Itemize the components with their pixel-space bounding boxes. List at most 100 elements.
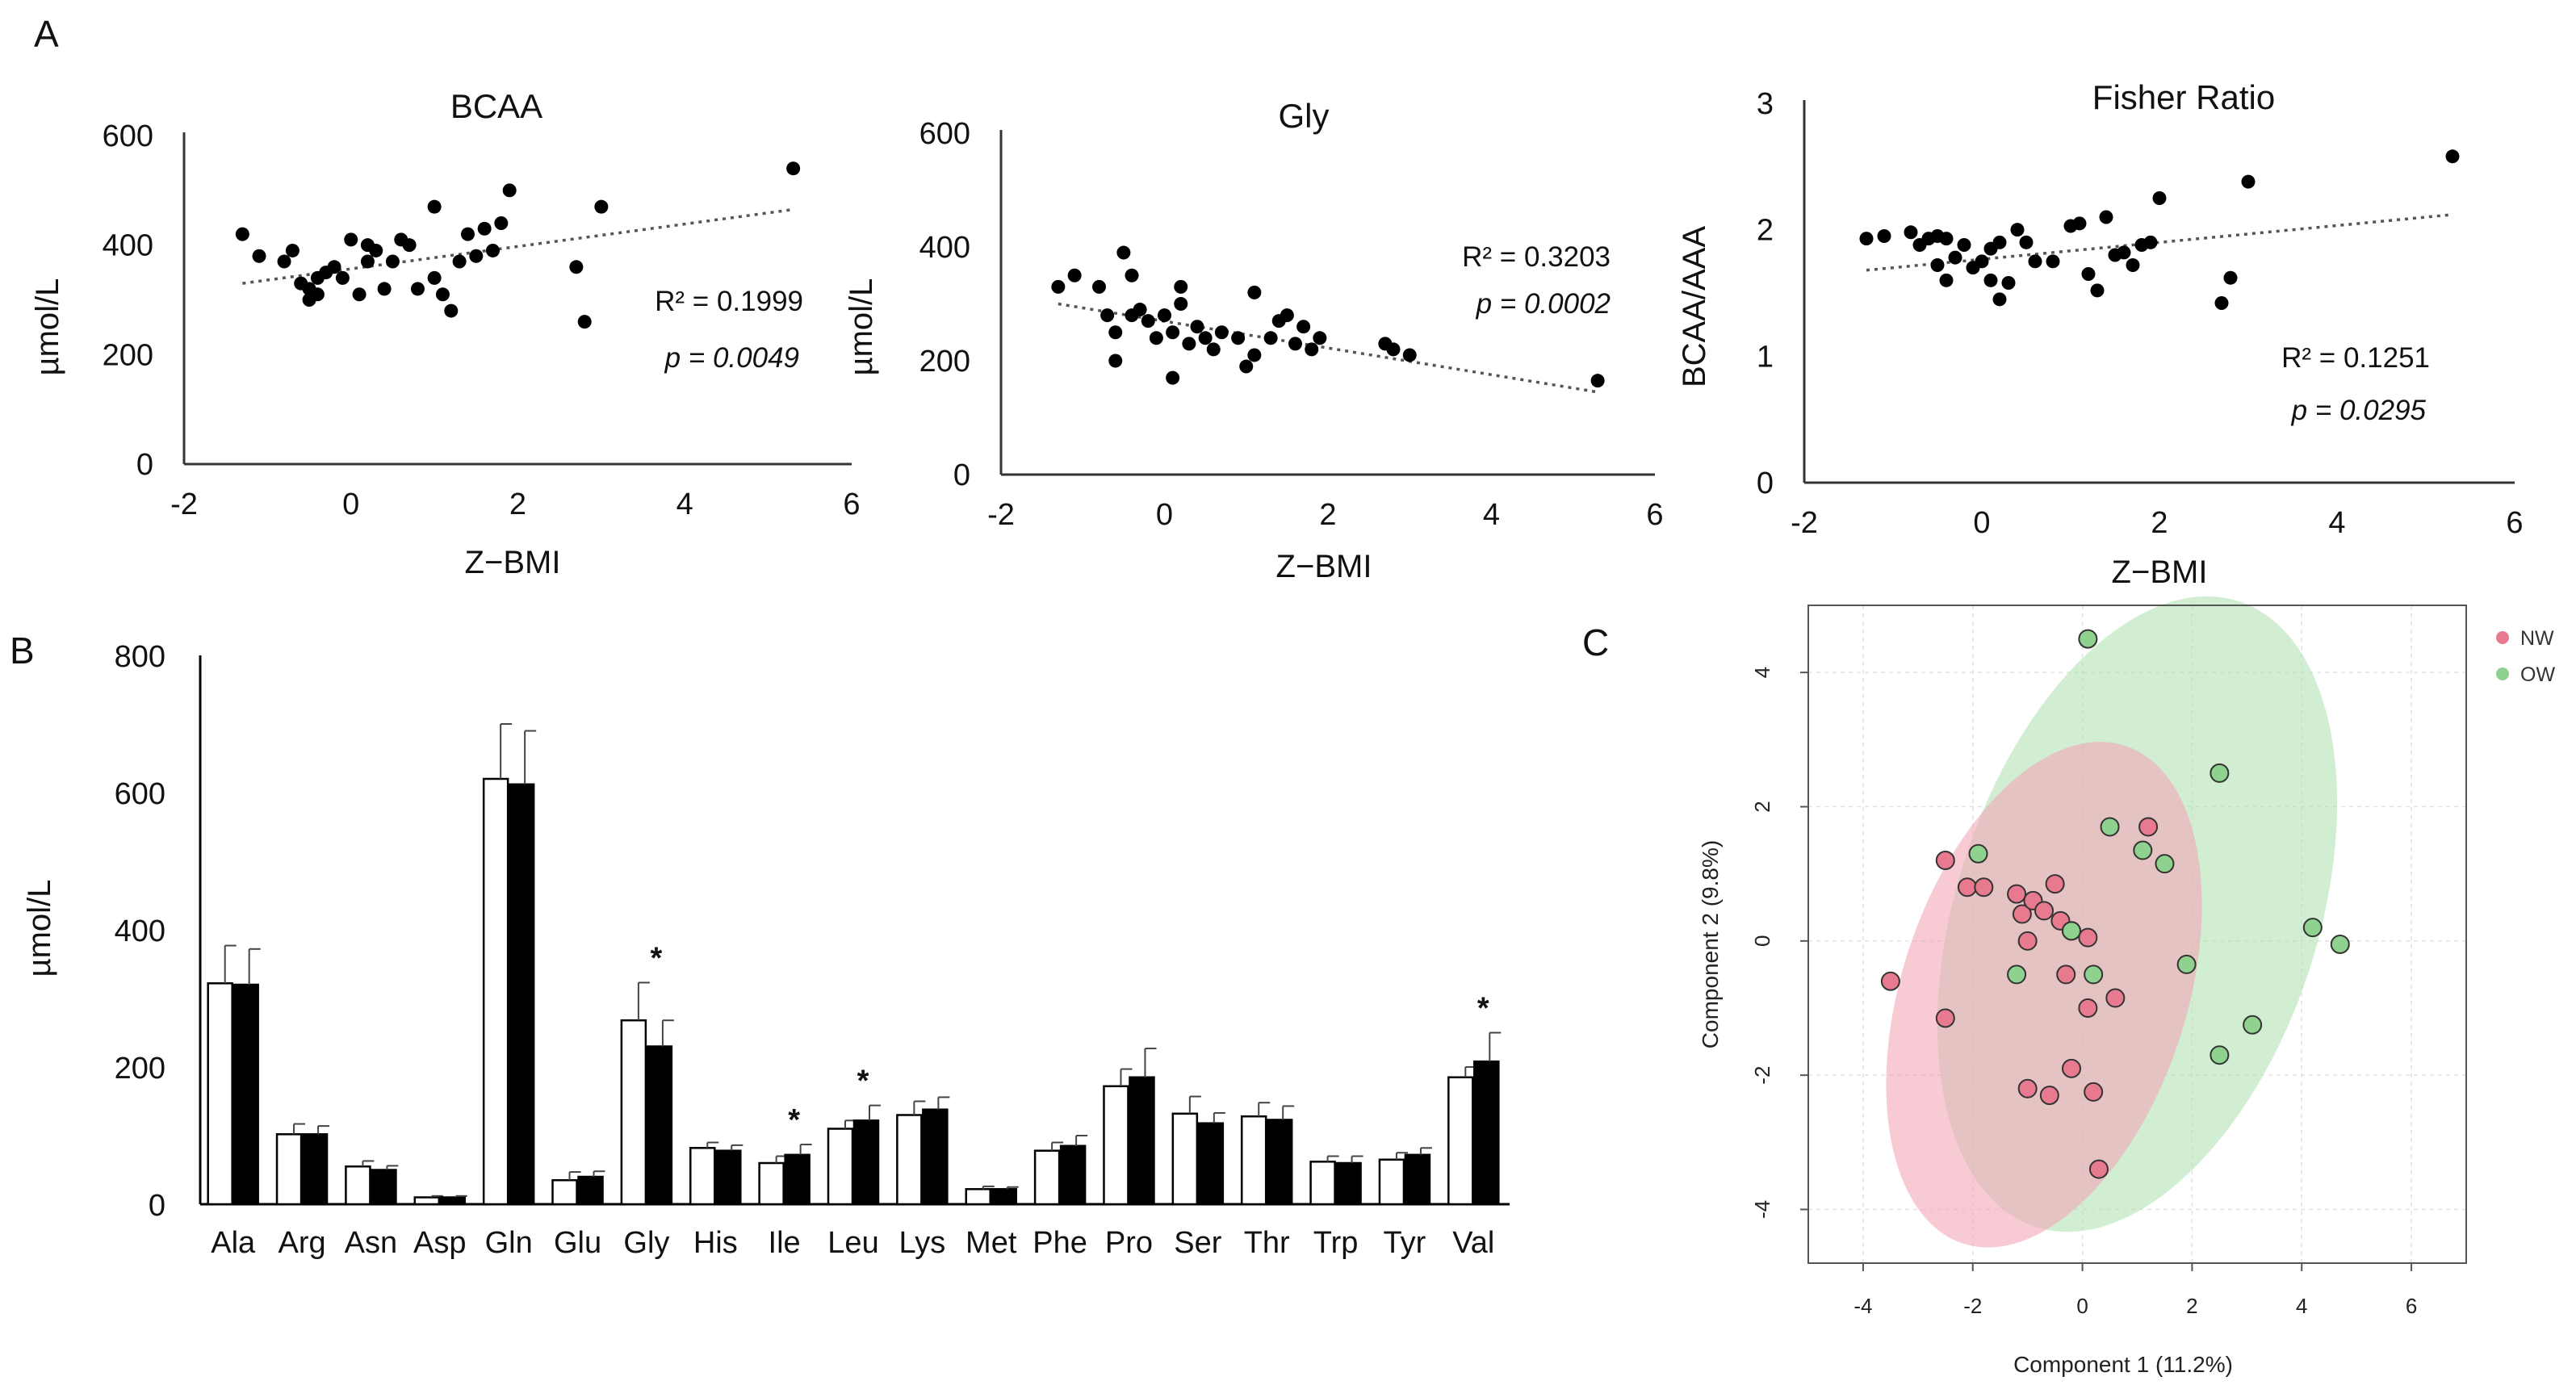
gly-data-point: [1166, 325, 1180, 340]
amino-category-label: Met: [965, 1226, 1017, 1260]
bcaa-p-value: p = 0.0049: [664, 342, 799, 374]
amino-category-label: Trp: [1313, 1226, 1359, 1260]
panel-label-a: A: [34, 13, 59, 55]
fisher-data-point: [2010, 223, 2025, 237]
bcaa-x-tick-label: 6: [843, 487, 860, 521]
gly-data-point: [1116, 245, 1131, 260]
bcaa-y-tick-label: 200: [103, 338, 153, 372]
gly-data-point: [1092, 279, 1106, 294]
amino-category-label: Tyr: [1384, 1226, 1426, 1260]
amino-bar-nw: [1447, 1076, 1474, 1206]
gly-data-point: [1149, 331, 1163, 345]
amino-bar-nw: [275, 1133, 303, 1206]
pca-point-ow: [2062, 921, 2081, 941]
bcaa-data-point: [460, 227, 475, 241]
bcaa-data-point: [469, 249, 484, 263]
pca-point-ow: [2302, 918, 2323, 938]
bcaa-data-point: [327, 260, 341, 274]
amino-bar-ow: [1197, 1122, 1225, 1206]
fisher-chart-title: Fisher Ratio: [2092, 78, 2275, 116]
pca-point-nw: [2105, 988, 2126, 1008]
amino-bar-ow: [508, 783, 535, 1206]
bcaa-data-point: [352, 287, 367, 302]
pca-y-tick-label: -2: [1750, 1066, 1774, 1085]
bcaa-data-point: [569, 260, 584, 274]
amino-category-label: Glu: [554, 1226, 601, 1260]
bcaa-data-point: [594, 199, 609, 214]
amino-bar-nw: [1378, 1158, 1405, 1206]
gly-data-point: [1305, 342, 1319, 357]
pca-point-nw: [2039, 1086, 2059, 1106]
fisher-data-point: [2445, 149, 2460, 164]
pca-point-ow: [2133, 840, 2153, 860]
gly-data-point: [1125, 268, 1139, 282]
amino-bar-nw: [1171, 1112, 1199, 1206]
bcaa-x-axis-label: Z−BMI: [465, 545, 561, 580]
pca-point-nw: [2056, 964, 2076, 985]
gly-data-point: [1198, 331, 1213, 345]
panel-label-b: B: [10, 630, 35, 672]
pca-point-ow: [2007, 964, 2027, 985]
pca-point-nw: [2017, 931, 2038, 951]
amino-bar-ow: [922, 1108, 949, 1206]
amino-bar-ow: [646, 1045, 673, 1206]
amino-bar-ow: [301, 1133, 329, 1206]
fisher-data-point: [1948, 250, 1962, 265]
amino-bar-ow: [1059, 1144, 1087, 1206]
fisher-data-point: [2143, 235, 2158, 249]
amino-y-tick-label: 800: [115, 640, 165, 674]
amino-bar-ow: [439, 1196, 467, 1206]
bcaa-data-point: [485, 243, 500, 257]
fisher-data-point: [1939, 232, 1954, 246]
bcaa-x-tick-label: 2: [509, 487, 526, 521]
pca-x-tick-label: 6: [2406, 1294, 2417, 1318]
gly-x-tick-label: 4: [1483, 498, 1500, 532]
amino-bar-ow: [577, 1175, 604, 1206]
pca-legend-label-nw: NW: [2520, 627, 2554, 650]
fisher-data-point: [2046, 254, 2060, 269]
bcaa-data-point: [402, 238, 417, 253]
gly-data-point: [1100, 308, 1115, 323]
bcaa-data-point: [577, 315, 592, 329]
pca-point-nw: [2088, 1159, 2109, 1179]
gly-data-point: [1133, 303, 1147, 317]
pca-point-nw: [1935, 1008, 1955, 1028]
bcaa-data-point: [494, 216, 509, 231]
fisher-data-point: [1992, 292, 2007, 307]
pca-plot-border: [1807, 605, 2467, 1264]
amino-bar-ow: [1473, 1060, 1500, 1206]
gly-p-value: p = 0.0002: [1476, 288, 1611, 320]
fisher-data-point: [1904, 225, 1918, 240]
fisher-data-point: [2019, 235, 2034, 249]
pca-point-ow: [2330, 934, 2350, 954]
gly-data-point: [1313, 331, 1327, 345]
fisher-data-point: [1859, 232, 1874, 246]
bcaa-data-point: [385, 254, 400, 269]
amino-bar-nw: [1309, 1161, 1336, 1206]
pca-point-nw: [2045, 874, 2065, 894]
fisher-p-value: p = 0.0295: [2291, 395, 2427, 426]
pca-point-nw: [2138, 817, 2159, 837]
amino-category-label: Ile: [769, 1226, 801, 1260]
amino-category-label: His: [693, 1226, 738, 1260]
gly-data-point: [1141, 314, 1155, 328]
amino-bar-nw: [345, 1165, 371, 1206]
amino-category-label: Lys: [899, 1226, 946, 1260]
gly-y-tick-label: 200: [919, 345, 970, 379]
amino-bar-ow: [784, 1153, 810, 1206]
fisher-y-axis-label: BCAA/AAA: [1677, 226, 1712, 387]
pca-point-ow: [2209, 763, 2230, 783]
bcaa-y-axis-label: µmol/L: [30, 278, 65, 376]
fisher-r-squared: R² = 0.1251: [2281, 342, 2430, 374]
bcaa-data-point: [377, 282, 392, 296]
bcaa-y-tick-label: 400: [103, 229, 153, 263]
pca-point-ow: [2209, 1045, 2230, 1065]
amino-bar-nw: [207, 982, 233, 1206]
fisher-x-tick-label: -2: [1791, 506, 1818, 540]
amino-category-label: Pro: [1105, 1226, 1153, 1260]
gly-x-tick-label: 0: [1156, 498, 1173, 532]
gly-y-tick-label: 0: [953, 458, 970, 492]
amino-y-tick-label: 600: [115, 777, 165, 811]
amino-significance-mark: *: [857, 1065, 869, 1098]
